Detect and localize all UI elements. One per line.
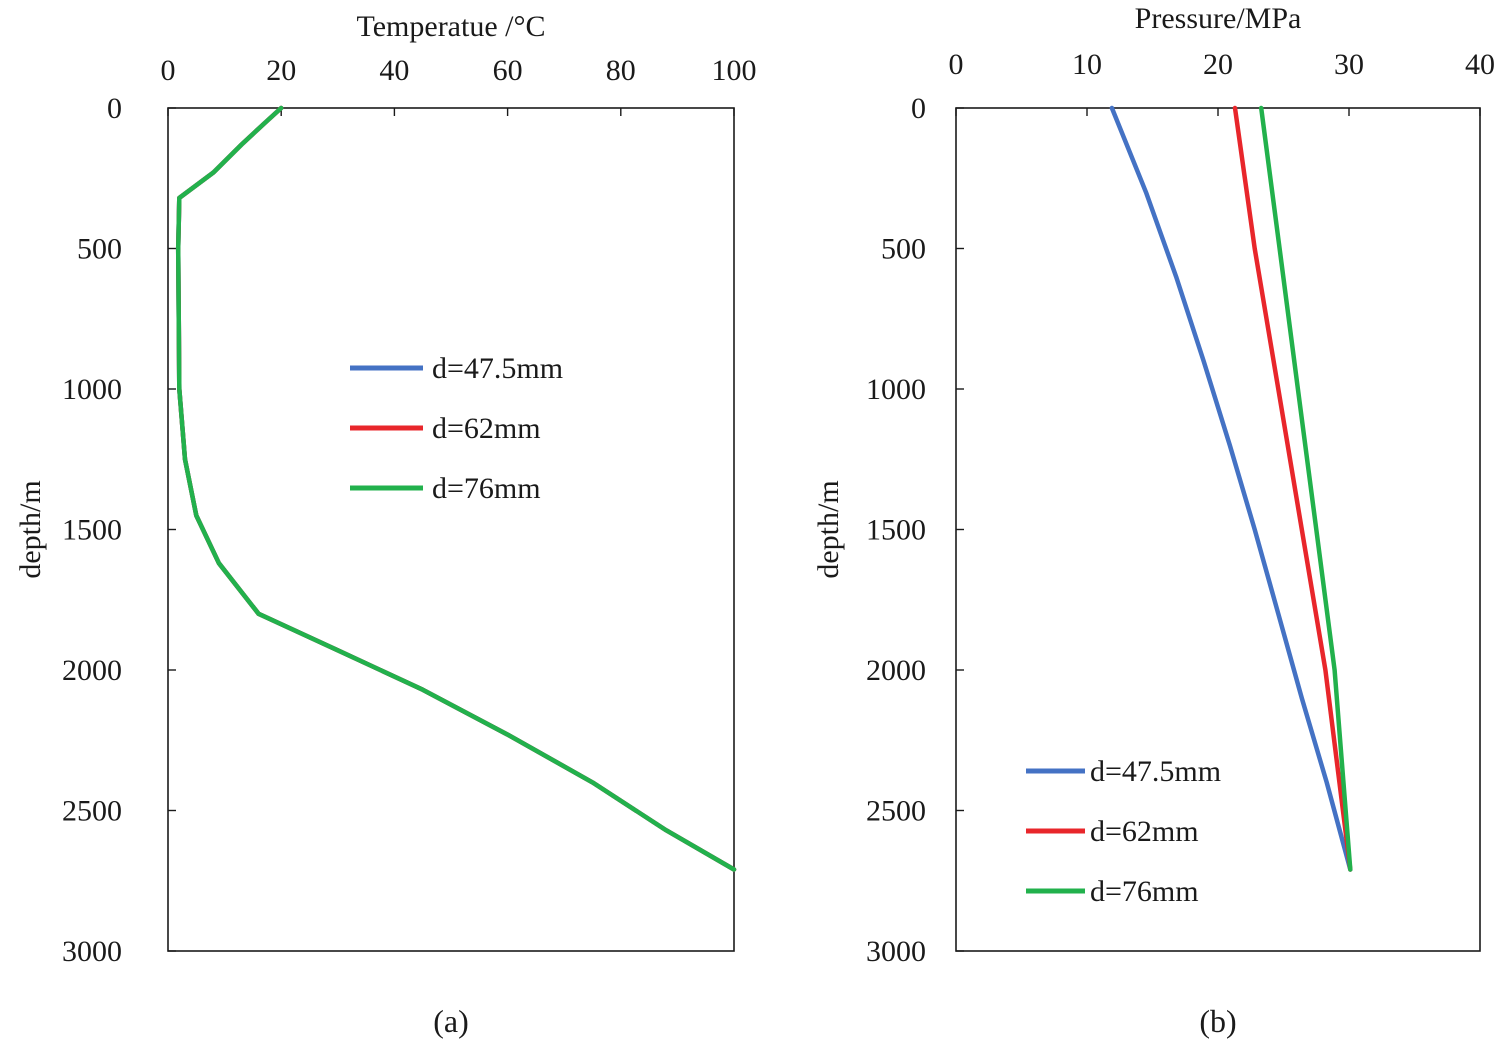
x-tick-label: 20	[266, 54, 296, 87]
series-line-d-76mm	[175, 105, 737, 872]
y-tick-label: 2000	[866, 654, 926, 687]
y-tick-label: 0	[107, 92, 122, 125]
y-tick-label: 2500	[62, 795, 122, 828]
panel-label: (a)	[433, 1003, 469, 1039]
y-tick-label: 1000	[62, 373, 122, 406]
panel-a-temperature-chart: 0 20 40 60 80 100050010001500200025003000Temp…	[14, 10, 757, 1039]
series-line-d-47-5mm	[1109, 105, 1353, 872]
series-line-d-76mm	[1258, 105, 1353, 872]
y-axis-title: depth/m	[812, 480, 845, 578]
x-tick-label: 10	[1072, 48, 1102, 81]
y-axis-title: depth/m	[14, 480, 47, 578]
y-tick-label: 0	[911, 92, 926, 125]
y-tick-label: 1500	[62, 514, 122, 547]
x-axis-title: Temperatue /°C	[357, 10, 546, 43]
x-tick-label: 80	[606, 54, 636, 87]
y-tick-label: 3000	[866, 935, 926, 968]
x-tick-label: 20	[1203, 48, 1233, 81]
x-tick-label: 40	[379, 54, 409, 87]
panel-b-pressure-chart: 0 10 20 30 40 0 500 1000 1500 2000 2500 3000 Pressur…	[812, 2, 1495, 1039]
panel-label: (b)	[1199, 1003, 1236, 1039]
series-line-d-62mm	[1232, 105, 1353, 872]
legend-label: d=47.5mm	[1090, 755, 1221, 788]
x-axis-title: Pressure/MPa	[1135, 2, 1302, 35]
legend-label: d=76mm	[1090, 875, 1199, 908]
y-tick-label: 2000	[62, 654, 122, 687]
plot-frame	[955, 107, 1481, 952]
x-tick-label: 0	[161, 54, 176, 87]
legend-label: d=47.5mm	[432, 352, 563, 385]
y-tick-label: 1500	[866, 514, 926, 547]
x-tick-label: 0	[949, 48, 964, 81]
x-tick-label: 100	[712, 54, 757, 87]
x-tick-label: 30	[1334, 48, 1364, 81]
x-tick-label: 60	[493, 54, 523, 87]
y-tick-label: 500	[77, 233, 122, 266]
legend-label: d=76mm	[432, 472, 541, 505]
x-tick-label: 40	[1465, 48, 1495, 81]
y-tick-label: 3000	[62, 935, 122, 968]
y-tick-label: 500	[881, 233, 926, 266]
legend-label: d=62mm	[432, 412, 541, 445]
plot-frame	[167, 107, 735, 952]
legend-label: d=62mm	[1090, 815, 1199, 848]
y-tick-label: 1000	[866, 373, 926, 406]
y-tick-label: 2500	[866, 795, 926, 828]
